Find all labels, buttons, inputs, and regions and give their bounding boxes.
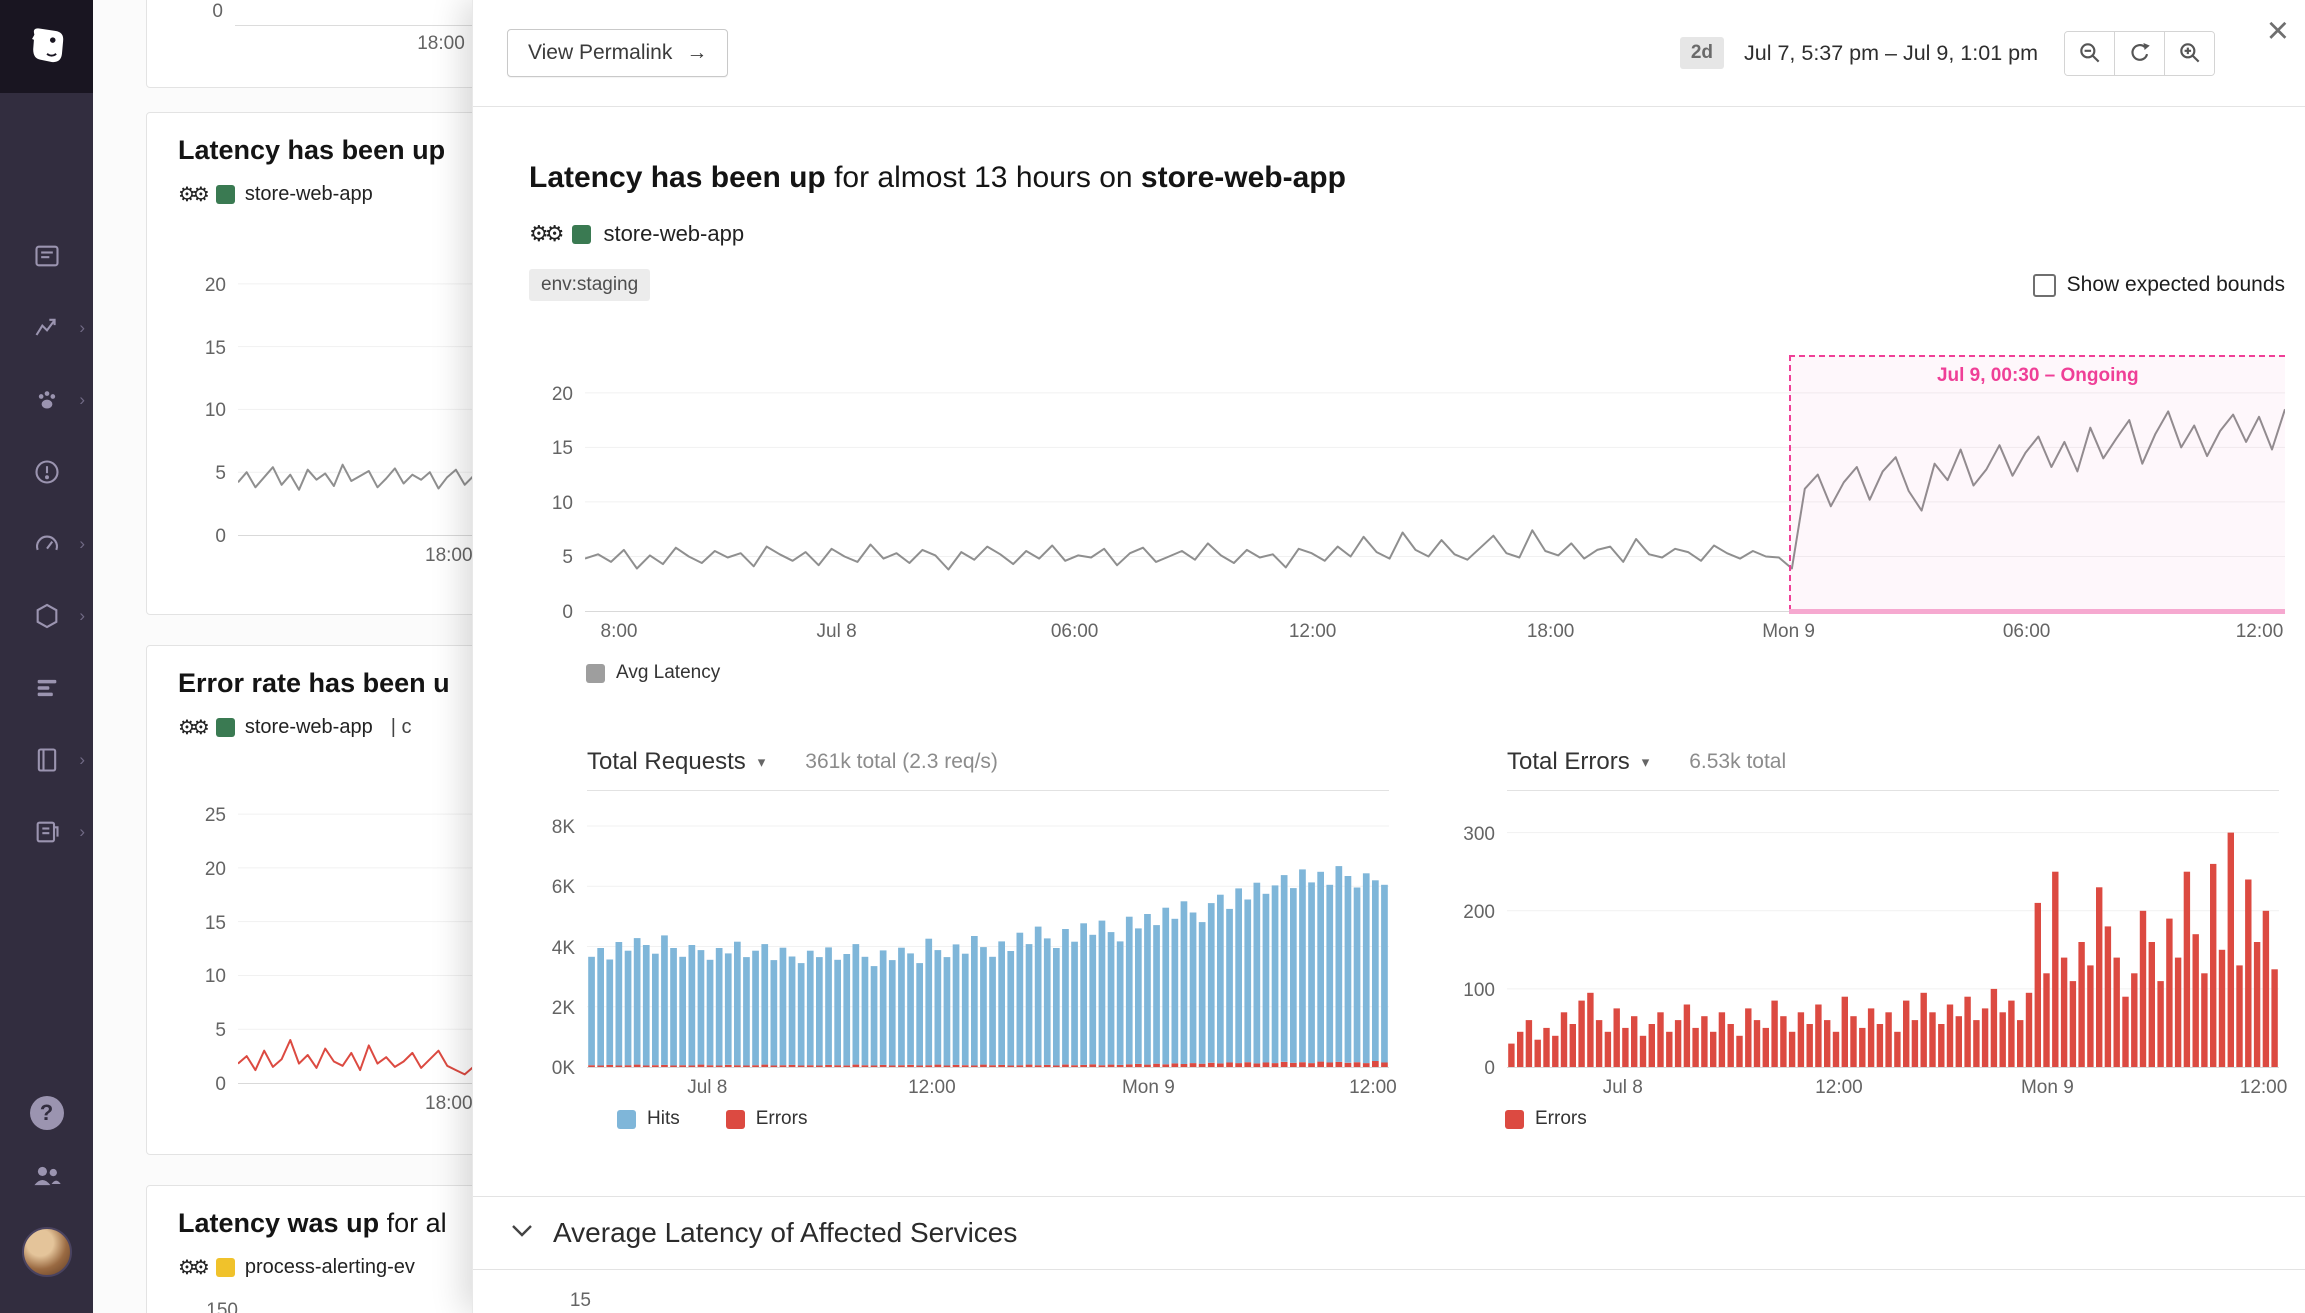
legend-hits[interactable]: Hits (617, 1108, 680, 1130)
y-tick: 150 (206, 1300, 238, 1313)
y-axis: 0 5 10 15 20 (551, 383, 573, 623)
cogs-icon: ⚙⚙ (529, 221, 565, 246)
checkbox-icon[interactable] (2032, 273, 2056, 297)
service-name: store-web-app (244, 183, 373, 205)
x-axis: 8:00 Jul 8 06:00 12:00 18:00 Mon 9 06:00 12:00 (600, 621, 2284, 642)
legend-errors[interactable]: Errors (1505, 1108, 1587, 1130)
chart-plot-area[interactable] (1507, 817, 2279, 1068)
service-color-square (215, 185, 235, 204)
y-tick: 15 (569, 1290, 591, 1311)
section-title: Average Latency of Affected Services (553, 1217, 1018, 1248)
panel-toolbar: View Permalink → 2d Jul 7, 5:37 pm – Jul… (473, 0, 2305, 107)
help-icon[interactable]: ? (29, 1096, 64, 1130)
sidebar-item-monitors[interactable] (0, 459, 93, 489)
alert-circle-icon (33, 458, 61, 491)
main-latency-chart: 0 5 10 15 20 Jul 9, 00:30 – Ongoing 8:00 Jul … (529, 355, 2285, 642)
legend-swatch (586, 663, 605, 683)
show-expected-bounds[interactable]: Show expected bounds (2032, 273, 2285, 297)
x-axis: Jul 8 12:00 Mon 9 12:00 (1602, 1077, 2288, 1098)
metrics-icon (33, 314, 61, 347)
datadog-logo-icon[interactable] (0, 0, 93, 93)
scope-separator: | c (390, 716, 412, 738)
arrow-right-icon: → (686, 41, 708, 64)
axis-line (235, 25, 705, 26)
sidebar-item-infrastructure[interactable]: › (0, 603, 93, 633)
chevron-down-icon[interactable]: ▾ (1641, 754, 1650, 771)
paw-icon (33, 386, 61, 419)
card-title: Latency was up for al (178, 1208, 447, 1238)
service-color-square (215, 718, 235, 737)
time-range-badge[interactable]: 2d (1679, 37, 1724, 69)
total-errors-dropdown[interactable]: Total Errors (1507, 748, 1630, 775)
legend-swatch (725, 1109, 745, 1129)
alert-detail-panel: × View Permalink → 2d Jul 7, 5:37 pm – J… (472, 0, 2305, 1313)
cogs-icon: ⚙⚙ (178, 1257, 210, 1279)
view-permalink-button[interactable]: View Permalink → (507, 29, 729, 77)
card-title: Error rate has been u (178, 668, 450, 698)
zoom-controls (2064, 30, 2215, 76)
time-range-text[interactable]: Jul 7, 5:37 pm – Jul 9, 1:01 pm (1744, 40, 2038, 65)
x-tick: 18:00 (417, 33, 465, 54)
legend-swatch (617, 1109, 636, 1129)
bars-icon (33, 674, 61, 707)
notebook-icon (33, 746, 61, 779)
service-name: process-alerting-ev (244, 1256, 415, 1278)
affected-services-section-header[interactable]: Average Latency of Affected Services (473, 1196, 2305, 1270)
cogs-icon: ⚙⚙ (178, 717, 210, 739)
total-requests-block: Total Requests ▾ 361k total (2.3 req/s) … (529, 748, 1397, 1130)
alert-scope: ⚙⚙ store-web-app (529, 221, 2285, 247)
x-axis: Jul 8 12:00 Mon 9 12:00 (687, 1077, 1397, 1098)
sidebar-item-apm[interactable]: › (0, 531, 93, 561)
sidebar-item-dashboards[interactable] (0, 675, 93, 705)
sidebar-bottom: ? (0, 1096, 93, 1277)
cogs-icon: ⚙⚙ (178, 184, 210, 206)
sidebar-item-events[interactable] (0, 243, 93, 273)
chevron-down-icon (511, 1224, 533, 1243)
zoom-out-icon[interactable] (2065, 31, 2114, 75)
errors-chart: 0 100 200 300 Jul 8 12:00 Mon 9 12:00 (1445, 817, 2288, 1098)
chart-plot-area[interactable]: Jul 9, 00:30 – Ongoing (585, 355, 2285, 614)
service-color-square (215, 1258, 235, 1277)
alert-title: Latency has been up for almost 13 hours … (529, 161, 1346, 194)
events-icon (33, 242, 61, 275)
errors-summary: 6.53k total (1689, 750, 1787, 773)
sidebar-item-logs[interactable]: › (0, 819, 93, 849)
requests-chart: 0K 2K 4K 6K 8K Jul 8 12:00 Mon 9 12:00 (529, 817, 1397, 1098)
y-axis: 0 100 200 300 (1463, 823, 1495, 1079)
users-icon[interactable] (31, 1162, 63, 1195)
legend-swatch (1505, 1109, 1524, 1129)
gauge-icon (33, 530, 61, 563)
legend-avg-latency[interactable]: Avg Latency (586, 662, 720, 684)
close-icon[interactable]: × (2266, 10, 2289, 52)
service-name: store-web-app (603, 221, 745, 246)
chart-plot-area[interactable] (587, 817, 1389, 1068)
sidebar-item-metrics[interactable]: › (0, 315, 93, 345)
card-title: Latency has been up (178, 135, 446, 165)
legend-errors[interactable]: Errors (725, 1108, 807, 1130)
sidebar-item-watchdog[interactable]: › (0, 387, 93, 417)
logs-icon (33, 818, 61, 851)
zoom-in-icon[interactable] (2164, 31, 2214, 75)
sidebar-item-notebooks[interactable]: › (0, 747, 93, 777)
total-errors-block: Total Errors ▾ 6.53k total 0 100 200 300 Ju… (1445, 748, 2288, 1130)
sidebar-nav: › › › › (0, 93, 93, 849)
app-sidebar: › › › › (0, 0, 93, 1313)
panel-content: Latency has been up for almost 13 hours … (473, 161, 2305, 1130)
user-avatar[interactable] (21, 1227, 72, 1277)
chevron-down-icon[interactable]: ▾ (757, 754, 766, 771)
y-tick: 0 (212, 1, 223, 22)
hexagon-icon (33, 602, 61, 635)
total-requests-dropdown[interactable]: Total Requests (587, 748, 746, 775)
refresh-icon[interactable] (2114, 31, 2164, 75)
requests-summary: 361k total (2.3 req/s) (805, 750, 998, 773)
y-axis: 0K 2K 4K 6K 8K (551, 817, 575, 1079)
service-color-square (572, 224, 592, 244)
service-name: store-web-app (244, 716, 373, 738)
env-tag[interactable]: env:staging (529, 269, 651, 301)
